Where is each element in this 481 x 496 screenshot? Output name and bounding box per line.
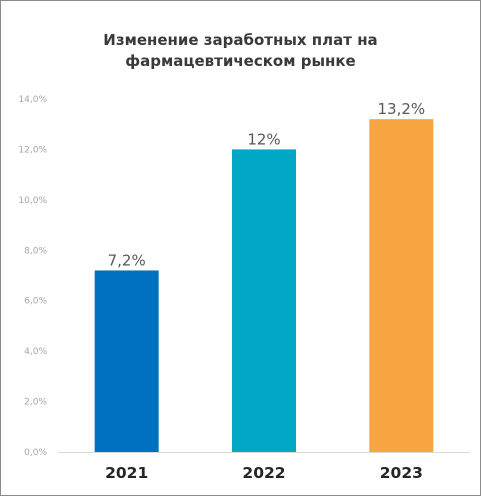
y-tick-label: 4,0% (24, 347, 47, 357)
y-tick-label: 8,0% (24, 246, 47, 256)
bar-2022 (232, 149, 296, 452)
chart-title: Изменение заработных плат на фармацевтич… (0, 30, 481, 72)
data-label-2021: 7,2% (108, 251, 146, 269)
y-tick-label: 2,0% (24, 398, 47, 408)
y-tick-label: 10,0% (18, 196, 47, 206)
y-tick-label: 6,0% (24, 297, 47, 307)
x-tick-label-2023: 2023 (380, 464, 423, 482)
chart-title-line-2: фармацевтическом рынке (125, 52, 356, 70)
bar-2023 (369, 119, 434, 453)
y-tick-label: 0,0% (24, 448, 47, 458)
chart-title-line-1: Изменение заработных плат на (103, 31, 378, 49)
bar-2021 (94, 270, 159, 452)
data-label-2022: 12% (247, 130, 280, 148)
data-label-2023: 13,2% (378, 100, 426, 118)
x-tick-label-2021: 2021 (105, 464, 148, 482)
y-tick-label: 14,0% (18, 95, 47, 105)
x-tick-label-2022: 2022 (242, 464, 285, 482)
y-tick-label: 12,0% (18, 145, 47, 155)
